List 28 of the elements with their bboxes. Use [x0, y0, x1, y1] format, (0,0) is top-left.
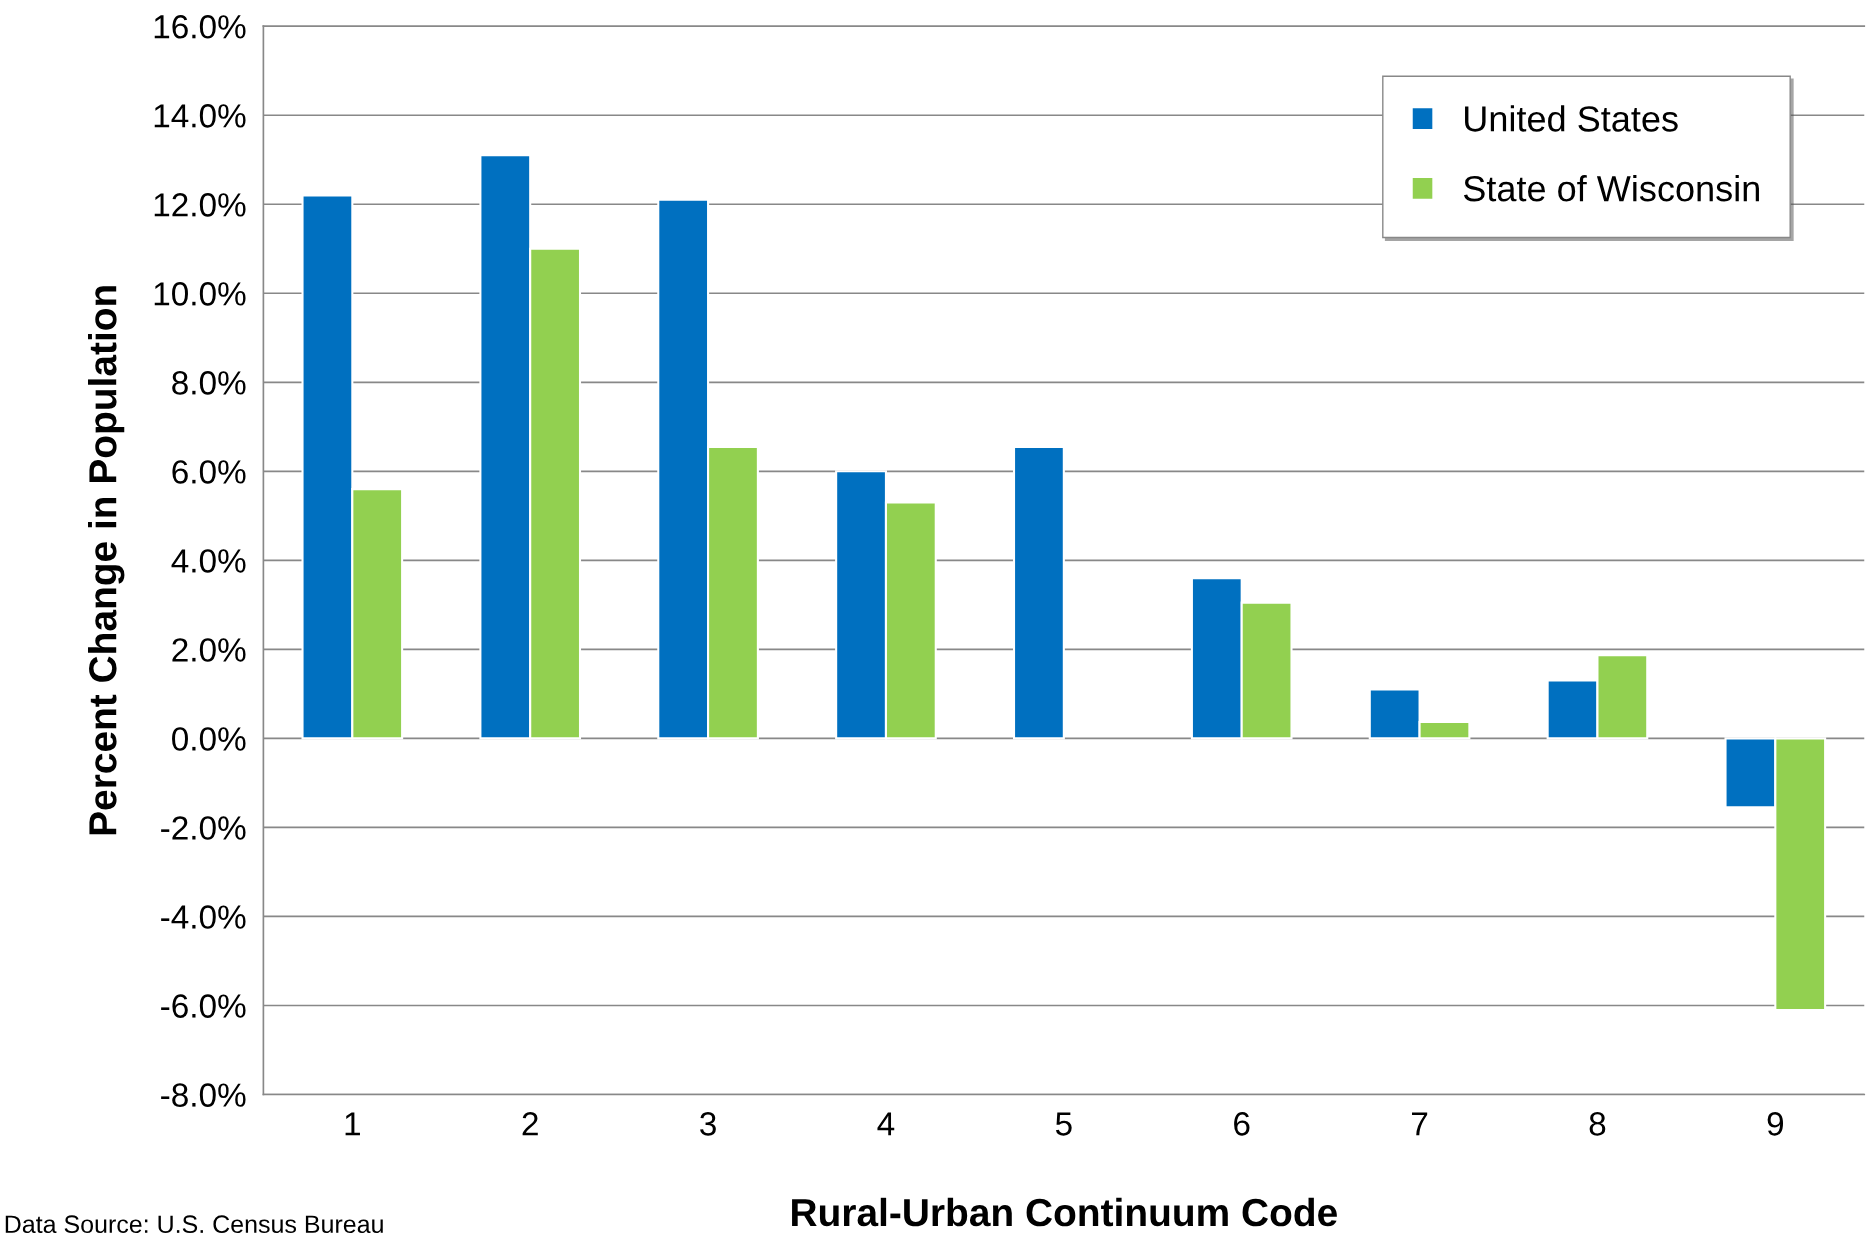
y-tick-label: -6.0% [161, 994, 246, 1018]
x-tick-label: 5 [1055, 1112, 1072, 1136]
source-note: Data Source: U.S. Census Bureau [5, 1215, 383, 1234]
y-tick-label: 4.0% [171, 549, 246, 573]
y-tick-label: -4.0% [161, 905, 246, 929]
x-tick-label: 2 [522, 1112, 538, 1136]
y-tick-label: -2.0% [161, 816, 246, 840]
x-tick-label: 9 [1767, 1112, 1784, 1136]
y-tick-label: 14.0% [154, 104, 246, 128]
y-tick-label: 2.0% [172, 638, 246, 662]
x-tick-label: 3 [700, 1112, 716, 1136]
bar [1012, 445, 1065, 740]
y-tick-label: 16.0% [154, 15, 246, 39]
legend-label: State of Wisconsin [1463, 174, 1759, 202]
x-tick-label: 6 [1234, 1112, 1250, 1136]
x-tick-label: 4 [877, 1112, 895, 1136]
y-tick-label: -8.0% [161, 1083, 246, 1107]
x-axis-title: Rural-Urban Continuum Code [792, 1197, 1337, 1227]
y-tick-label: 12.0% [154, 193, 246, 217]
x-tick-label: 8 [1589, 1112, 1606, 1136]
y-axis-title: Percent Change in Population [88, 286, 125, 835]
y-tick-label: 6.0% [172, 460, 246, 484]
y-tick-label: 10.0% [154, 282, 246, 306]
y-tick-label: 8.0% [172, 371, 246, 395]
y-tick-label: 0.0% [172, 727, 246, 751]
x-tick-label: 1 [345, 1112, 360, 1136]
legend-label: United States [1465, 105, 1678, 132]
x-tick-label: 7 [1412, 1112, 1428, 1136]
